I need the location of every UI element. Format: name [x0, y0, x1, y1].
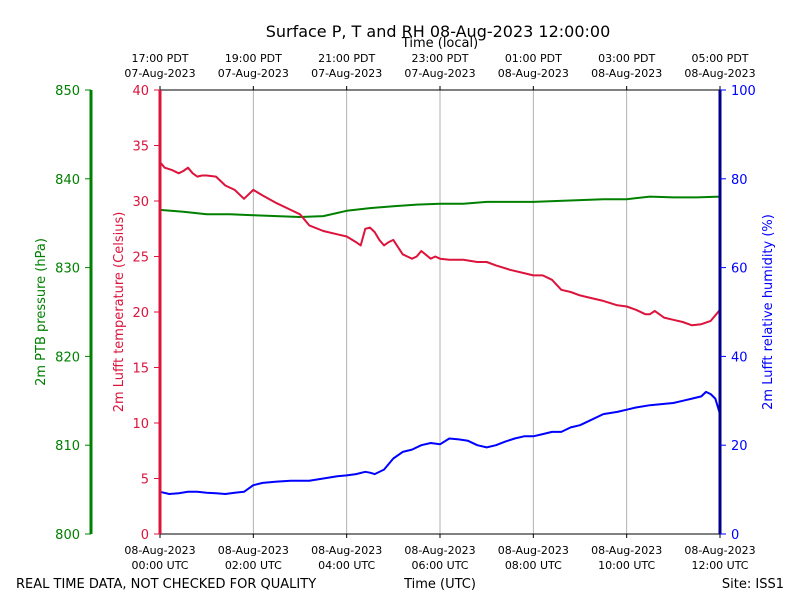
top-tick-label-date: 07-Aug-2023: [404, 67, 475, 80]
x-tick-label-time: 04:00 UTC: [318, 559, 375, 572]
x-tick-label-time: 06:00 UTC: [411, 559, 468, 572]
x-tick-label-time: 12:00 UTC: [691, 559, 748, 572]
humidity-tick-label: 0: [731, 528, 739, 543]
x-tick-label-time: 08:00 UTC: [505, 559, 562, 572]
top-tick-label-date: 08-Aug-2023: [498, 67, 569, 80]
top-tick-label-date: 08-Aug-2023: [591, 67, 662, 80]
top-tick-label-time: 23:00 PDT: [411, 52, 468, 65]
top-tick-label-time: 19:00 PDT: [225, 52, 282, 65]
top-tick-label-date: 07-Aug-2023: [311, 67, 382, 80]
humidity-tick-label: 60: [731, 262, 748, 277]
temperature-tick-label: 25: [132, 251, 149, 266]
humidity-tick-label: 100: [731, 84, 756, 99]
gridlines: [252, 90, 628, 534]
site-label: Site: ISS1: [722, 577, 784, 592]
x-tick-label-date: 08-Aug-2023: [124, 544, 195, 557]
temperature-tick-label: 10: [132, 417, 149, 432]
x-tick-label-date: 08-Aug-2023: [591, 544, 662, 557]
temperature-tick-label: 35: [132, 140, 149, 155]
top-tick-label-time: 17:00 PDT: [131, 52, 188, 65]
x-tick-label-date: 08-Aug-2023: [684, 544, 755, 557]
chart-title: Surface P, T and RH 08-Aug-2023 12:00:00: [266, 22, 611, 41]
humidity-tick-label: 40: [731, 350, 748, 365]
temperature-tick-label: 15: [132, 362, 149, 377]
x-tick-label-date: 08-Aug-2023: [311, 544, 382, 557]
x-tick-label-date: 08-Aug-2023: [498, 544, 569, 557]
top-tick-label-date: 08-Aug-2023: [684, 67, 755, 80]
x-tick-label-time: 02:00 UTC: [225, 559, 282, 572]
humidity-tick-label: 20: [731, 439, 748, 454]
x-tick-label-time: 00:00 UTC: [131, 559, 188, 572]
temperature-tick-label: 40: [132, 84, 149, 99]
top-tick-label-date: 07-Aug-2023: [124, 67, 195, 80]
x-tick-label-date: 08-Aug-2023: [218, 544, 289, 557]
x-tick-label-time: 10:00 UTC: [598, 559, 655, 572]
series-line-pressure: [159, 195, 721, 218]
pressure-tick-label: 840: [55, 173, 80, 188]
humidity-axis-label: 2m Lufft relative humidity (%): [761, 214, 776, 410]
humidity-tick-label: 80: [731, 173, 748, 188]
ticks-layer: 08-Aug-2023 00:00 UTC 08-Aug-2023 02:00 UTC…: [55, 52, 756, 572]
pressure-axis-label: 2m PTB pressure (hPa): [34, 238, 49, 386]
pressure-tick-label: 820: [55, 350, 80, 365]
top-axis-label: Time (local): [401, 36, 478, 51]
top-tick-label-time: 21:00 PDT: [318, 52, 375, 65]
temperature-tick-label: 5: [141, 473, 149, 488]
series-layer: [159, 161, 721, 495]
top-tick-label-time: 01:00 PDT: [505, 52, 562, 65]
pressure-tick-label: 850: [55, 84, 80, 99]
temperature-tick-label: 30: [132, 195, 149, 210]
pressure-tick-label: 800: [55, 528, 80, 543]
pressure-tick-label: 810: [55, 439, 80, 454]
series-line-relative-humidity: [159, 390, 721, 495]
pressure-tick-label: 830: [55, 262, 80, 277]
x-axis-label: Time (UTC): [403, 577, 476, 592]
top-tick-label-time: 03:00 PDT: [598, 52, 655, 65]
quality-disclaimer: REAL TIME DATA, NOT CHECKED FOR QUALITY: [16, 577, 316, 592]
temperature-tick-label: 20: [132, 306, 149, 321]
temperature-tick-label: 0: [141, 528, 149, 543]
series-line-temperature: [159, 161, 721, 327]
top-tick-label-date: 07-Aug-2023: [218, 67, 289, 80]
top-tick-label-time: 05:00 PDT: [691, 52, 748, 65]
temperature-axis-label: 2m Lufft temperature (Celsius): [112, 212, 127, 413]
x-tick-label-date: 08-Aug-2023: [404, 544, 475, 557]
